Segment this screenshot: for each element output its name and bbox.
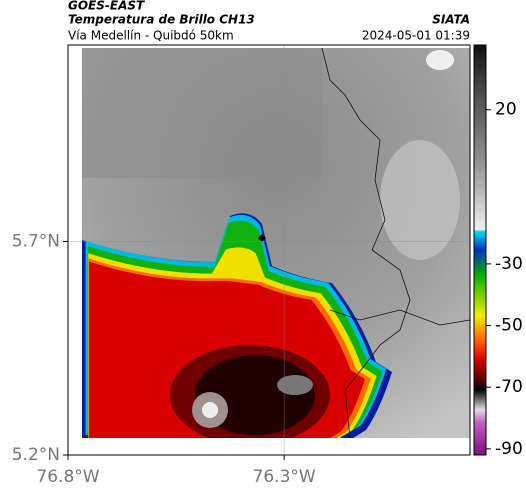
colorbar-tick-label: 20 (495, 100, 517, 120)
datetime: 2024-05-01 01:39 (362, 29, 470, 43)
x-tick-label: 76.3°W (253, 467, 316, 487)
colorbar-tick-label: -70 (495, 377, 523, 397)
colorbar-tick-label: -30 (495, 254, 523, 274)
satellite: GOES-EAST (68, 0, 145, 13)
y-tick-label: 5.2°N (12, 445, 60, 465)
y-tick-label: 5.7°N (12, 231, 60, 251)
region: Vía Medellín - Quibdó 50km (68, 29, 234, 43)
map-frame (67, 44, 471, 456)
satellite-image (82, 48, 470, 438)
location-marker (258, 234, 266, 242)
x-tick-label: 76.8°W (36, 467, 99, 487)
product: Temperatura de Brillo CH13 (68, 13, 255, 27)
colorbar (473, 44, 487, 456)
colorbar-tick-label: -50 (495, 316, 523, 336)
source: SIATA (432, 13, 470, 27)
colorbar-tick-label: -90 (495, 439, 523, 459)
